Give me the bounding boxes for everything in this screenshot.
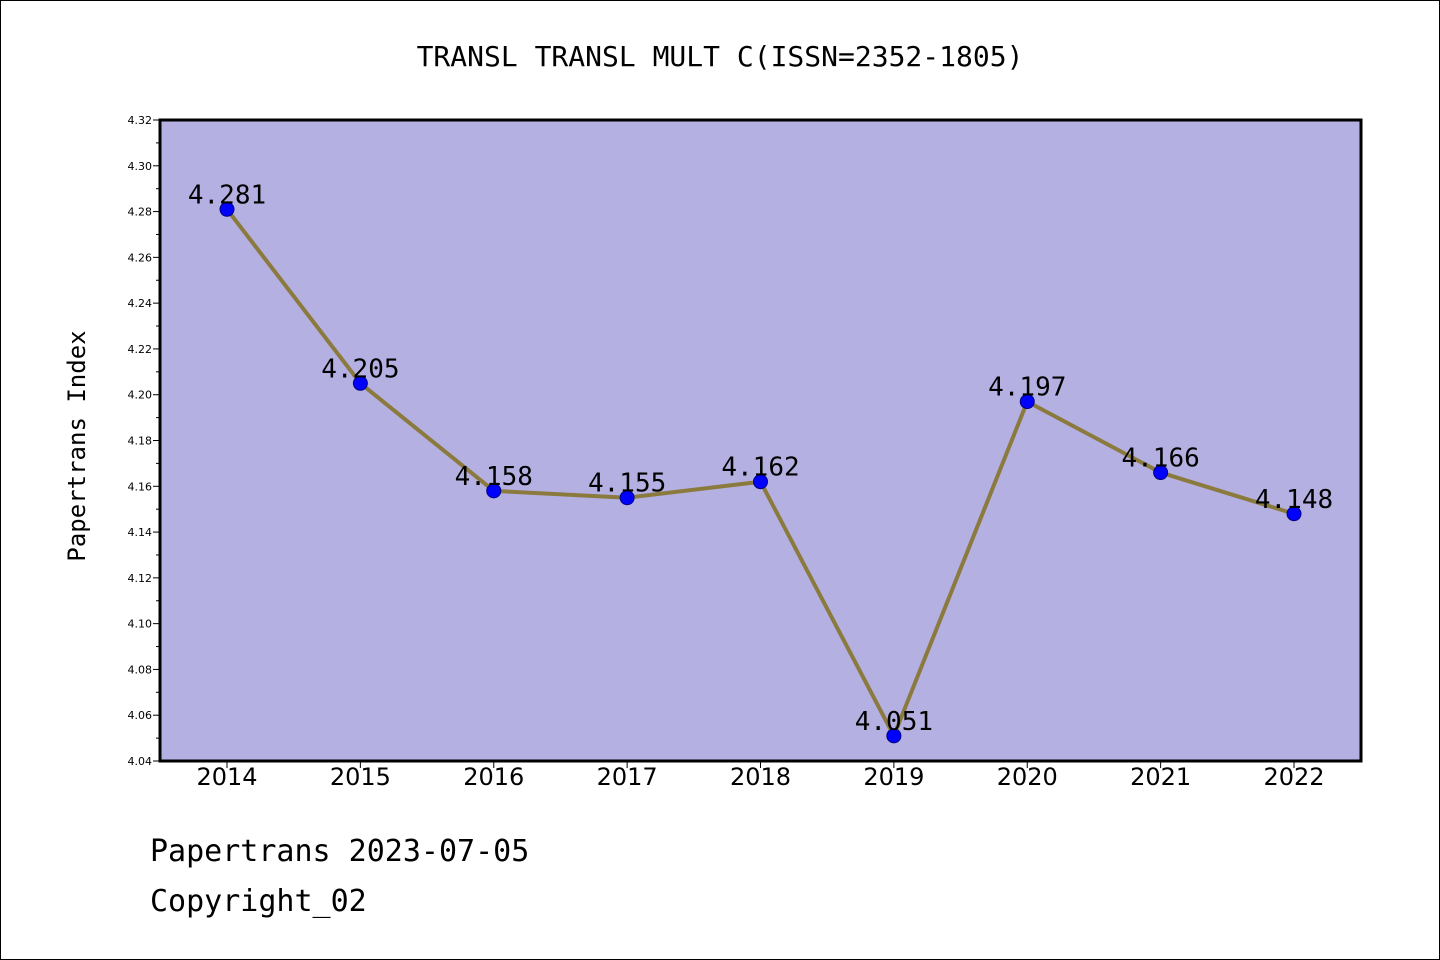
chart-title: TRANSL TRANSL MULT C(ISSN=2352-1805) bbox=[417, 40, 1024, 73]
y-tick-label: 4.20 bbox=[128, 389, 153, 402]
y-tick-label: 4.32 bbox=[128, 114, 153, 127]
y-tick-label: 4.18 bbox=[128, 435, 153, 448]
footer-copyright: Copyright_02 bbox=[150, 884, 367, 919]
x-tick-label: 2019 bbox=[863, 763, 924, 791]
y-tick-label: 4.12 bbox=[128, 572, 153, 585]
plot-area bbox=[158, 118, 1363, 763]
data-point bbox=[619, 490, 635, 506]
data-label: 4.197 bbox=[988, 373, 1066, 403]
y-tick-label: 4.04 bbox=[128, 755, 153, 768]
x-tick-label: 2021 bbox=[1130, 763, 1191, 791]
x-tick-label: 2022 bbox=[1263, 763, 1324, 791]
data-point bbox=[1153, 465, 1169, 481]
y-tick-label: 4.08 bbox=[128, 663, 153, 676]
x-tick-label: 2018 bbox=[730, 763, 791, 791]
data-label: 4.158 bbox=[455, 462, 533, 492]
x-tick-label: 2014 bbox=[196, 763, 257, 791]
y-tick-label: 4.28 bbox=[128, 206, 153, 219]
data-point bbox=[1019, 394, 1035, 410]
data-label: 4.148 bbox=[1255, 485, 1333, 515]
y-tick-label: 4.30 bbox=[128, 160, 153, 173]
data-label: 4.281 bbox=[188, 180, 266, 210]
x-axis: 2014 2015 2016 2017 2018 2019 2020 2021 2022 bbox=[196, 761, 1325, 791]
x-tick-label: 2020 bbox=[997, 763, 1058, 791]
data-label: 4.205 bbox=[321, 354, 399, 384]
y-tick-label: 4.16 bbox=[128, 480, 153, 493]
y-tick-label: 4.14 bbox=[128, 526, 153, 539]
x-tick-label: 2017 bbox=[597, 763, 658, 791]
data-point bbox=[1286, 506, 1302, 522]
data-point bbox=[753, 474, 768, 490]
data-label: 4.162 bbox=[721, 453, 799, 483]
x-tick-label: 2015 bbox=[330, 763, 391, 791]
data-point bbox=[886, 728, 902, 744]
data-point bbox=[486, 483, 502, 499]
data-label: 4.166 bbox=[1121, 444, 1199, 474]
y-axis: 4.04 4.06 4.08 4.10 4.12 4.14 4.16 4.18 4.20 4.22… bbox=[128, 114, 160, 768]
data-label: 4.155 bbox=[588, 469, 666, 499]
data-labels: 4.281 4.205 4.158 4.155 4.162 4.051 4.197 4.166… bbox=[188, 180, 1333, 737]
y-axis-label: Papertrans Index bbox=[63, 330, 91, 561]
y-tick-label: 4.10 bbox=[128, 618, 153, 631]
data-point bbox=[219, 201, 235, 217]
data-point bbox=[352, 375, 368, 391]
y-tick-label: 4.06 bbox=[128, 709, 153, 722]
y-tick-label: 4.26 bbox=[128, 251, 153, 264]
x-tick-label: 2016 bbox=[463, 763, 524, 791]
footer-date: Papertrans 2023-07-05 bbox=[150, 834, 530, 869]
data-label: 4.051 bbox=[855, 707, 933, 737]
data-markers bbox=[219, 201, 1302, 744]
y-tick-label: 4.22 bbox=[128, 343, 153, 356]
y-tick-label: 4.24 bbox=[128, 297, 153, 310]
